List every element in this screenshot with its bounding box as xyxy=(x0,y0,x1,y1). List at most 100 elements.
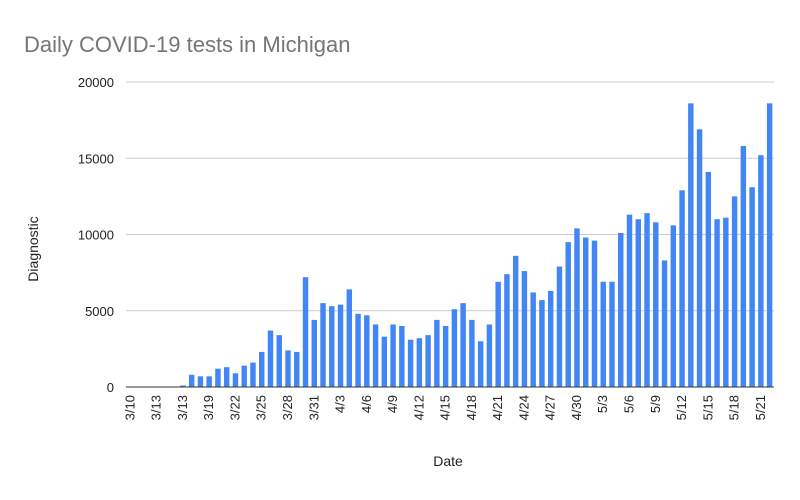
bar-52 xyxy=(583,237,589,387)
x-tick-label: 4/18 xyxy=(464,395,479,420)
x-tick-label: 4/27 xyxy=(543,395,558,420)
x-tick-label: 4/6 xyxy=(359,395,374,413)
bar-72 xyxy=(758,155,764,387)
bar-64 xyxy=(688,103,694,387)
x-tick-label: 4/12 xyxy=(411,395,426,420)
bar-23 xyxy=(329,306,335,387)
bar-43 xyxy=(504,274,510,387)
bar-14 xyxy=(250,362,256,387)
bar-53 xyxy=(591,240,598,387)
bar-42 xyxy=(495,281,501,387)
chart-title: Daily COVID-19 tests in Michigan xyxy=(24,32,350,57)
bar-68 xyxy=(723,217,729,387)
x-tick-label: 4/9 xyxy=(385,395,400,413)
bar-40 xyxy=(477,341,484,387)
bar-48 xyxy=(547,290,554,387)
bar-15 xyxy=(259,351,265,387)
bar-59 xyxy=(644,213,650,387)
x-tick-label: 3/19 xyxy=(201,395,216,420)
bar-33 xyxy=(416,338,423,387)
x-tick-label: 3/10 xyxy=(122,395,137,420)
y-tick-label: 15000 xyxy=(78,151,114,166)
bar-31 xyxy=(399,326,405,387)
bar-62 xyxy=(670,225,677,387)
x-tick-label: 3/31 xyxy=(306,395,321,420)
y-tick-label: 0 xyxy=(107,380,114,395)
bar-54 xyxy=(600,281,606,387)
x-tick-label: 4/30 xyxy=(569,395,584,420)
bar-26 xyxy=(355,313,361,387)
bar-61 xyxy=(661,260,668,387)
bar-32 xyxy=(407,339,414,387)
bar-11 xyxy=(223,367,230,387)
x-tick-label: 4/24 xyxy=(516,395,531,420)
x-tick-label: 4/3 xyxy=(333,395,348,413)
x-tick-label: 3/25 xyxy=(254,395,269,420)
x-tick-label: 5/9 xyxy=(648,395,663,413)
bar-10 xyxy=(215,368,221,387)
x-tick-label: 5/21 xyxy=(753,395,768,420)
x-tick-label: 3/22 xyxy=(227,395,242,420)
bar-38 xyxy=(460,303,466,387)
bar-30 xyxy=(390,324,396,387)
bar-44 xyxy=(512,255,519,387)
bar-36 xyxy=(442,326,449,387)
x-tick-label: 4/15 xyxy=(438,395,453,420)
x-tick-label: 5/15 xyxy=(700,395,715,420)
bar-13 xyxy=(241,365,247,387)
x-tick-label: 5/18 xyxy=(727,395,742,420)
bar-73 xyxy=(766,103,773,387)
bar-21 xyxy=(311,319,317,387)
bar-37 xyxy=(451,309,458,387)
bar-71 xyxy=(749,187,755,387)
x-tick-label: 3/28 xyxy=(280,395,295,420)
bar-56 xyxy=(618,232,624,387)
bar-46 xyxy=(530,292,536,387)
x-tick-label: 3/13 xyxy=(175,395,190,420)
x-tick-label: 3/13 xyxy=(149,395,164,420)
bar-49 xyxy=(556,266,563,387)
bar-12 xyxy=(232,373,239,387)
bar-16 xyxy=(267,330,274,387)
x-tick-label: 5/6 xyxy=(622,395,637,413)
bar-51 xyxy=(574,228,580,387)
bar-63 xyxy=(679,190,685,387)
bar-57 xyxy=(626,214,633,387)
y-axis-label: Diagnostic xyxy=(25,216,41,281)
x-axis-label: Date xyxy=(433,453,463,469)
bar-47 xyxy=(539,300,545,387)
y-tick-label: 5000 xyxy=(85,304,114,319)
bar-8 xyxy=(197,376,204,387)
bar-28 xyxy=(372,324,379,387)
bars xyxy=(180,103,773,387)
y-tick-label: 20000 xyxy=(78,75,114,90)
bar-35 xyxy=(434,319,440,387)
bar-29 xyxy=(381,336,388,387)
gridlines xyxy=(126,81,774,312)
x-tick-labels: 3/10 3/13 3/13 3/19 3/22 3/25 3/28 3/31 4/3 4/6 4/… xyxy=(122,395,767,420)
bar-65 xyxy=(696,129,703,387)
bar-70 xyxy=(740,146,747,387)
bar-17 xyxy=(276,335,282,387)
bar-19 xyxy=(294,351,300,387)
bar-18 xyxy=(285,350,291,387)
bar-39 xyxy=(469,319,475,387)
bar-7 xyxy=(188,374,195,387)
x-tick-label: 4/21 xyxy=(490,395,505,420)
bar-9 xyxy=(206,376,212,387)
bar-58 xyxy=(635,219,641,387)
bar-55 xyxy=(609,281,615,387)
bar-6 xyxy=(180,385,186,387)
bar-34 xyxy=(425,335,431,387)
bar-66 xyxy=(705,171,712,387)
bar-45 xyxy=(521,271,528,387)
bar-24 xyxy=(337,304,344,387)
bar-60 xyxy=(653,222,659,387)
bar-25 xyxy=(346,289,353,387)
bar-67 xyxy=(714,219,720,387)
bar-50 xyxy=(565,242,571,387)
bar-20 xyxy=(302,277,309,387)
y-tick-labels: 0 5000 10000 15000 20000 xyxy=(78,75,114,395)
